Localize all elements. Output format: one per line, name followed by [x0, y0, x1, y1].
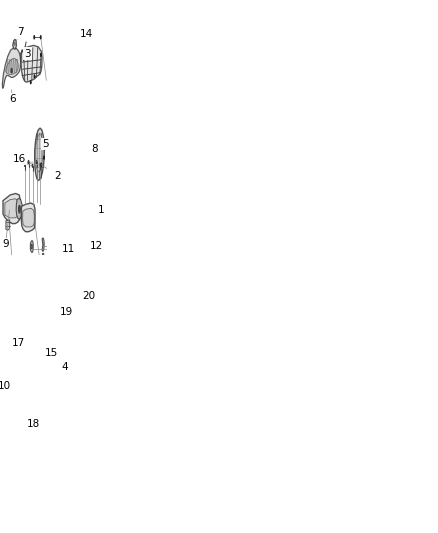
- Circle shape: [27, 420, 28, 423]
- Circle shape: [19, 207, 20, 211]
- Polygon shape: [21, 203, 35, 232]
- Polygon shape: [1, 390, 13, 410]
- Circle shape: [44, 147, 45, 150]
- Circle shape: [11, 68, 12, 73]
- Text: 15: 15: [45, 348, 59, 358]
- Text: 10: 10: [0, 381, 11, 391]
- Polygon shape: [10, 59, 12, 72]
- Circle shape: [34, 75, 35, 78]
- Polygon shape: [6, 58, 18, 75]
- Text: 19: 19: [60, 306, 74, 317]
- Text: 3: 3: [24, 49, 31, 59]
- Circle shape: [18, 398, 19, 400]
- Circle shape: [27, 414, 28, 416]
- Polygon shape: [13, 39, 16, 49]
- Text: 14: 14: [80, 29, 93, 39]
- Polygon shape: [6, 59, 8, 72]
- Text: 11: 11: [61, 245, 75, 254]
- Circle shape: [40, 36, 41, 39]
- Polygon shape: [3, 193, 20, 224]
- Polygon shape: [16, 198, 22, 219]
- Circle shape: [18, 420, 19, 423]
- Circle shape: [40, 163, 41, 166]
- Polygon shape: [36, 134, 43, 172]
- Circle shape: [18, 205, 20, 213]
- Text: 6: 6: [9, 94, 15, 104]
- Polygon shape: [6, 220, 10, 230]
- Circle shape: [27, 398, 28, 400]
- Circle shape: [27, 406, 28, 408]
- Text: 2: 2: [54, 171, 61, 181]
- Circle shape: [31, 244, 32, 249]
- Polygon shape: [40, 281, 42, 290]
- Text: 17: 17: [11, 338, 25, 348]
- Text: 12: 12: [89, 241, 103, 251]
- Polygon shape: [5, 199, 19, 218]
- Circle shape: [36, 160, 37, 164]
- Polygon shape: [42, 253, 44, 265]
- Polygon shape: [35, 128, 44, 181]
- Polygon shape: [14, 59, 16, 72]
- Circle shape: [34, 36, 35, 39]
- Polygon shape: [8, 59, 10, 72]
- Circle shape: [28, 160, 29, 164]
- Circle shape: [32, 164, 33, 167]
- Circle shape: [18, 414, 19, 416]
- Polygon shape: [42, 238, 44, 251]
- Circle shape: [43, 156, 44, 159]
- Circle shape: [30, 424, 31, 427]
- Text: 5: 5: [42, 139, 49, 149]
- Circle shape: [25, 50, 26, 53]
- Polygon shape: [30, 295, 33, 310]
- Text: 18: 18: [27, 419, 40, 429]
- Text: 7: 7: [17, 28, 23, 37]
- Circle shape: [31, 369, 32, 372]
- Text: 1: 1: [98, 205, 104, 215]
- Polygon shape: [14, 390, 41, 425]
- Text: 16: 16: [13, 154, 26, 164]
- FancyBboxPatch shape: [2, 395, 8, 407]
- Text: 9: 9: [2, 239, 9, 249]
- Polygon shape: [30, 241, 33, 252]
- Circle shape: [40, 295, 41, 298]
- Polygon shape: [0, 390, 15, 421]
- Circle shape: [18, 406, 19, 408]
- Polygon shape: [12, 59, 14, 72]
- Circle shape: [41, 163, 42, 166]
- Text: 20: 20: [83, 291, 96, 301]
- Polygon shape: [16, 59, 18, 72]
- Polygon shape: [2, 48, 21, 88]
- Circle shape: [30, 80, 31, 84]
- Polygon shape: [21, 45, 42, 82]
- Text: 8: 8: [91, 144, 98, 154]
- Polygon shape: [23, 208, 34, 227]
- Text: 4: 4: [61, 362, 68, 372]
